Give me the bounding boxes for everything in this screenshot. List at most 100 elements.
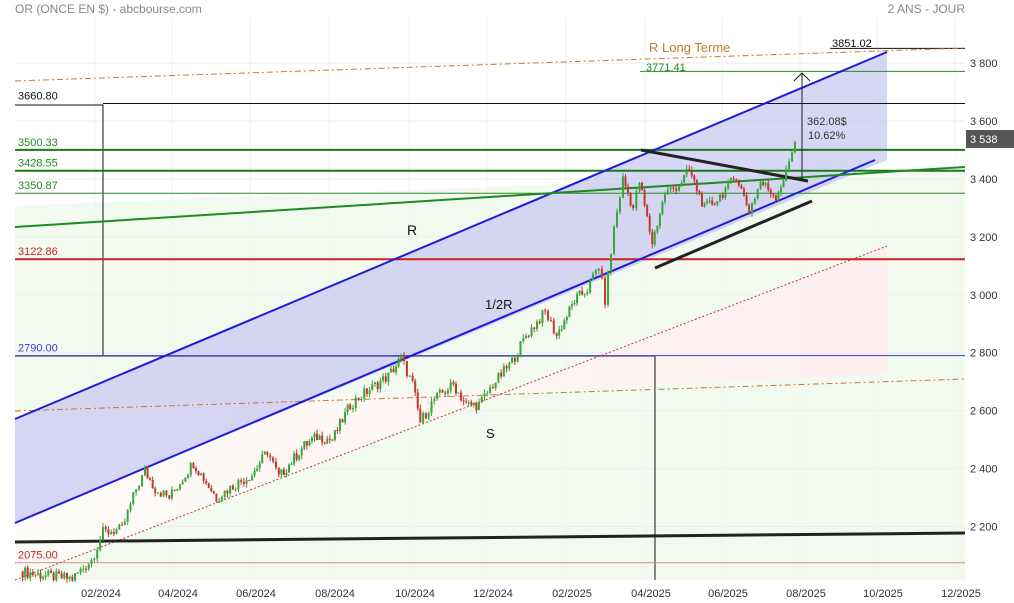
level-label-2075.00: 2075.00 <box>18 550 58 562</box>
candle-body <box>457 392 460 394</box>
candle-body <box>535 321 538 329</box>
candle-body <box>79 568 82 573</box>
channel-lower-line <box>14 159 876 524</box>
candle-body <box>632 205 635 208</box>
candle-body <box>615 211 618 227</box>
candle-body <box>379 380 382 389</box>
candle-body <box>743 188 746 196</box>
candle-body <box>724 188 727 198</box>
candle-body <box>624 176 627 187</box>
candle-body <box>618 197 621 212</box>
candle-body <box>298 455 301 460</box>
candle-body <box>641 183 644 191</box>
candle-body <box>403 355 406 362</box>
candle-body <box>570 304 573 307</box>
candle-body <box>39 573 42 579</box>
label-target-value: 3771.41 <box>646 62 686 74</box>
candle-body <box>82 568 85 570</box>
candle-body <box>638 183 641 192</box>
candle-body <box>690 169 693 176</box>
candle-body <box>85 568 88 570</box>
candle-body <box>300 448 303 456</box>
x-tick-label: 04/2024 <box>158 588 198 600</box>
candle-body <box>653 231 656 245</box>
level-label-3122.86: 3122.86 <box>18 246 58 258</box>
candle-body <box>200 473 203 476</box>
candle-body <box>513 357 516 362</box>
green-trend-line <box>14 166 966 228</box>
candle-body <box>547 310 550 321</box>
candle-body <box>71 576 74 581</box>
candle-body <box>55 571 58 581</box>
candle-body <box>693 175 696 180</box>
candle-body <box>408 375 411 377</box>
candle-body <box>121 524 124 526</box>
candle-body <box>782 180 785 188</box>
candle-body <box>505 366 508 369</box>
candle-body <box>430 401 433 413</box>
candle-body <box>44 575 47 578</box>
candle-body <box>762 181 765 185</box>
candle-body <box>376 382 379 389</box>
candle-body <box>310 437 313 442</box>
candle-body <box>212 491 215 494</box>
candle-body <box>581 290 584 295</box>
candle-body <box>126 510 129 522</box>
candle-body <box>397 358 400 367</box>
candle-body <box>87 564 90 570</box>
chart-period: 2 ANS - JOUR <box>887 2 965 16</box>
candle-body <box>220 497 223 501</box>
candle-body <box>651 231 654 245</box>
triangle-lower-line <box>654 199 813 270</box>
candle-body <box>753 198 756 204</box>
candle-body <box>683 174 686 183</box>
candle-body <box>248 480 251 482</box>
candle-body <box>178 484 181 489</box>
candle-body <box>438 389 441 393</box>
candle-body <box>68 576 71 579</box>
candle-body <box>727 180 730 189</box>
candle-body <box>597 268 600 271</box>
candle-body <box>756 188 759 199</box>
candle-body <box>189 463 192 476</box>
candle-body <box>354 397 357 409</box>
candle-body <box>261 454 264 464</box>
x-tick-label: 04/2025 <box>631 588 671 600</box>
candle-body <box>303 441 306 449</box>
candle-body <box>141 475 144 487</box>
candle-body <box>672 187 675 189</box>
candle-body <box>272 457 275 462</box>
candle-body <box>576 294 579 304</box>
candle-body <box>349 404 352 410</box>
candle-body <box>745 195 748 205</box>
candle-body <box>351 408 354 410</box>
candle-body <box>558 329 561 336</box>
candle-body <box>716 201 719 205</box>
candle-body <box>600 268 603 278</box>
candle-body <box>586 292 589 294</box>
candle-body <box>685 169 688 175</box>
candle-body <box>511 357 514 363</box>
candle-body <box>143 468 146 476</box>
candle-body <box>706 201 709 203</box>
candle-body <box>110 531 113 534</box>
candle-body <box>607 272 610 305</box>
candle-body <box>24 567 27 578</box>
candle-body <box>328 438 331 440</box>
candle-body <box>308 441 311 446</box>
candle-body <box>441 389 444 393</box>
candle-body <box>648 215 651 232</box>
candle-body <box>293 453 296 464</box>
candle-body <box>405 361 408 377</box>
candle-body <box>93 558 96 560</box>
y-tick-label: 3 600 <box>970 116 998 128</box>
candle-body <box>436 392 439 399</box>
candle-body <box>258 463 261 469</box>
candle-body <box>218 500 221 502</box>
candle-body <box>460 392 463 401</box>
candle-body <box>90 559 93 565</box>
candle-body <box>76 572 79 574</box>
candle-body <box>635 191 638 208</box>
candle-body <box>774 195 777 201</box>
